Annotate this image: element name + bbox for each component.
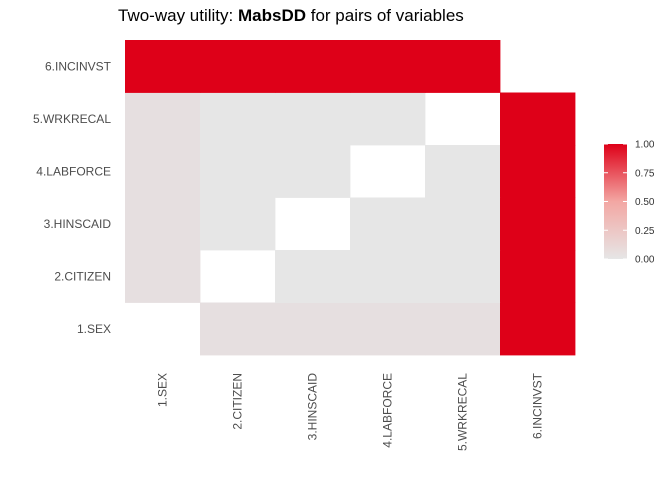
heatmap-tile — [275, 302, 351, 356]
legend-tick-label: 0.25 — [635, 226, 655, 237]
title-suffix: for pairs of variables — [306, 6, 464, 25]
heatmap-tile — [425, 40, 501, 93]
heatmap-tile — [200, 92, 276, 146]
heatmap-tile — [275, 40, 351, 93]
chart-title: Two-way utility: MabsDD for pairs of var… — [118, 6, 464, 26]
x-tick-label: 3.HINSCAID — [306, 373, 320, 441]
heatmap-tile — [125, 250, 201, 303]
heatmap-tile — [425, 250, 501, 303]
heatmap-tile — [350, 92, 426, 146]
heatmap-tile — [275, 250, 351, 303]
heatmap-tile — [500, 92, 576, 146]
x-tick-label: 1.SEX — [156, 373, 170, 407]
x-tick-label: 6.INCINVST — [531, 372, 545, 439]
x-tick-label: 5.WRKRECAL — [456, 373, 470, 451]
heatmap-tile — [500, 197, 576, 251]
heatmap-tiles — [125, 40, 576, 356]
heatmap-tile — [200, 40, 276, 93]
heatmap-tile — [275, 92, 351, 146]
y-tick-label: 6.INCINVST — [45, 59, 112, 73]
legend-tick-label: 1.00 — [635, 140, 655, 151]
title-prefix: Two-way utility: — [118, 6, 238, 25]
heatmap-tile — [125, 197, 201, 251]
y-tick-label: 2.CITIZEN — [54, 269, 111, 283]
legend-tick-label: 0.00 — [635, 255, 655, 266]
heatmap-tile — [500, 145, 576, 198]
heatmap-tile — [350, 40, 426, 93]
y-tick-label: 4.LABFORCE — [36, 164, 111, 178]
heatmap-tile — [425, 302, 501, 356]
title-metric: MabsDD — [237, 6, 306, 25]
heatmap-tile — [200, 145, 276, 198]
legend-colorbar — [604, 144, 627, 259]
heatmap-tile — [125, 145, 201, 198]
y-tick-label: 3.HINSCAID — [44, 217, 112, 231]
heatmap-tile — [425, 145, 501, 198]
heatmap-tile — [350, 197, 426, 251]
y-axis-labels: 1.SEX 2.CITIZEN 3.HINSCAID 4.LABFORCE 5.WRKR… — [33, 59, 112, 336]
color-legend: 1.00 0.75 0.50 0.25 0.00 — [604, 140, 655, 266]
legend-tick-label: 0.75 — [635, 168, 655, 179]
heatmap-tile — [425, 197, 501, 251]
x-tick-label: 2.CITIZEN — [231, 373, 245, 430]
heatmap-tile — [500, 250, 576, 303]
heatmap-tile — [200, 197, 276, 251]
heatmap-tile — [500, 302, 576, 356]
heatmap-tile — [350, 302, 426, 356]
x-axis-labels: 1.SEX 2.CITIZEN 3.HINSCAID 4.LABFORCE 5.WRKR… — [156, 372, 545, 451]
y-tick-label: 5.WRKRECAL — [33, 112, 111, 126]
heatmap-tile — [125, 40, 201, 93]
heatmap-tile — [275, 145, 351, 198]
y-tick-label: 1.SEX — [77, 322, 111, 336]
heatmap-tile — [350, 250, 426, 303]
heatmap-tile — [200, 302, 276, 356]
legend-tick-label: 0.50 — [635, 197, 655, 208]
heatmap-tile — [125, 92, 201, 146]
x-tick-label: 4.LABFORCE — [381, 373, 395, 448]
